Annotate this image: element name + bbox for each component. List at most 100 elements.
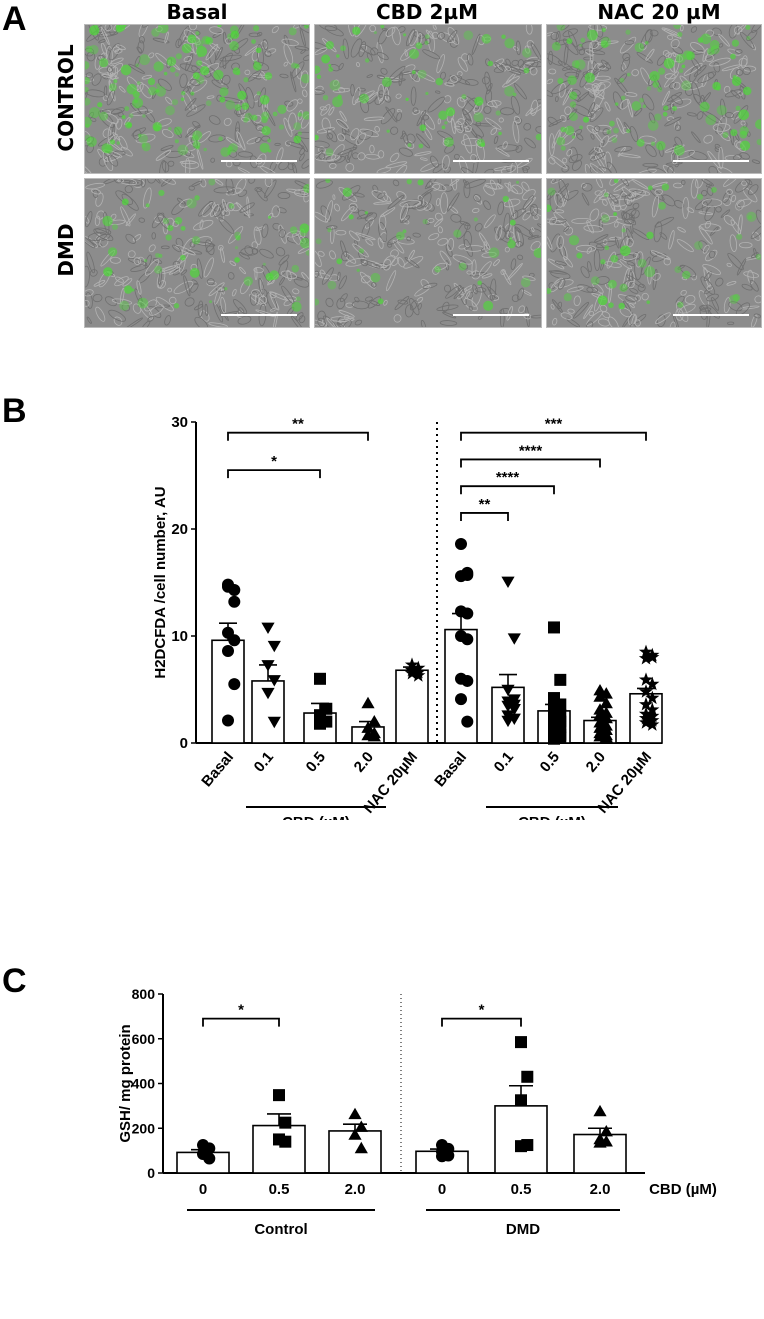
cell-outline xyxy=(351,152,360,160)
cell-outline xyxy=(597,318,611,327)
cell-outline xyxy=(592,282,604,294)
cell-outline xyxy=(583,48,606,55)
cell-outline xyxy=(548,282,556,290)
cell-outline xyxy=(659,232,668,240)
fluorescence-spot xyxy=(267,215,272,219)
x-tick-label: 0.1 xyxy=(251,749,277,776)
cell-outline xyxy=(354,239,358,247)
cell-outline xyxy=(385,270,397,292)
fluorescence-spot xyxy=(755,119,761,130)
cell-outline xyxy=(128,63,145,74)
cell-outline xyxy=(289,71,297,93)
cell-outline xyxy=(566,286,584,293)
cell-outline xyxy=(338,87,345,93)
cell-outline xyxy=(326,225,338,230)
cell-outline xyxy=(614,221,619,228)
cell-outline xyxy=(415,133,431,149)
cell-outline xyxy=(130,109,153,116)
fluorescence-spot xyxy=(568,235,580,246)
cell-outline xyxy=(726,262,732,268)
fluorescence-spot xyxy=(547,288,552,294)
cell-outline xyxy=(623,218,635,224)
fluorescence-spot xyxy=(111,223,118,230)
cell-outline xyxy=(629,323,636,327)
cell-outline xyxy=(326,133,334,140)
fluorescence-spot xyxy=(613,127,619,134)
cell-outline xyxy=(157,78,172,91)
fluorescence-spot xyxy=(512,92,517,97)
significance-label: ** xyxy=(292,416,304,433)
cell-outline xyxy=(167,287,173,293)
fluorescence-spot xyxy=(637,258,647,268)
cell-outline xyxy=(741,180,748,187)
cell-outline xyxy=(377,150,385,159)
cell-outline xyxy=(381,27,390,32)
cell-outline xyxy=(531,227,535,232)
cell-outline xyxy=(298,153,305,162)
fluorescence-spot xyxy=(649,71,660,82)
cell-outline xyxy=(662,50,670,57)
data-point xyxy=(361,721,375,733)
cell-outline xyxy=(197,300,204,318)
cell-outline xyxy=(651,195,660,218)
fluorescence-spot xyxy=(563,293,572,302)
cell-outline xyxy=(94,215,101,227)
cell-outline xyxy=(264,179,277,199)
fluorescence-spot xyxy=(305,250,309,256)
x-tick-label: 0 xyxy=(199,1181,207,1198)
cell-outline xyxy=(376,167,391,173)
cell-outline xyxy=(255,226,265,231)
cell-outline xyxy=(286,230,301,238)
cell-outline xyxy=(511,294,520,303)
fluorescence-spot xyxy=(673,144,685,156)
cell-outline xyxy=(506,306,513,321)
cell-outline xyxy=(713,62,721,73)
fluorescence-spot xyxy=(171,98,179,106)
cell-outline xyxy=(670,98,692,109)
cell-outline xyxy=(359,271,376,289)
data-point xyxy=(501,700,515,713)
fluorescence-spot xyxy=(294,63,300,69)
cell-outline xyxy=(137,40,145,54)
fluorescence-spot xyxy=(677,301,684,308)
cell-outline xyxy=(499,308,511,315)
cell-outline xyxy=(495,147,510,157)
cell-outline xyxy=(718,43,724,48)
cell-outline xyxy=(686,207,695,213)
cell-outline xyxy=(483,185,495,196)
cell-outline xyxy=(213,205,223,217)
cell-outline xyxy=(155,149,172,161)
fluorescence-spot xyxy=(315,238,322,245)
cell-outline xyxy=(385,161,408,169)
cell-outline xyxy=(225,179,234,193)
cell-outline xyxy=(403,255,424,269)
cell-outline xyxy=(486,83,493,95)
cell-outline xyxy=(550,304,555,310)
cell-outline xyxy=(124,185,133,194)
fluorescence-spot xyxy=(208,179,216,186)
x-tick-label: 2.0 xyxy=(351,749,377,776)
cell-outline xyxy=(203,257,214,278)
cell-outline xyxy=(404,256,420,269)
cell-outline xyxy=(186,104,206,117)
cell-outline xyxy=(617,73,628,85)
fluorescence-spot xyxy=(424,40,429,45)
cell-outline xyxy=(99,31,119,38)
cell-outline xyxy=(93,228,114,242)
cell-outline xyxy=(235,179,247,194)
cell-outline xyxy=(361,222,371,239)
cell-outline xyxy=(385,27,396,37)
fluorescence-spot xyxy=(329,79,341,91)
cell-outline xyxy=(676,301,689,323)
cell-outline xyxy=(322,315,339,327)
fluorescence-spot xyxy=(175,53,182,60)
cell-outline xyxy=(495,225,503,241)
cell-outline xyxy=(357,152,366,161)
data-point xyxy=(203,1152,216,1165)
cell-outline xyxy=(315,85,324,93)
cell-outline xyxy=(240,247,259,256)
fluorescence-spot xyxy=(746,211,757,222)
cell-outline xyxy=(359,130,374,141)
cell-outline xyxy=(120,179,139,184)
cell-outline xyxy=(589,208,600,222)
